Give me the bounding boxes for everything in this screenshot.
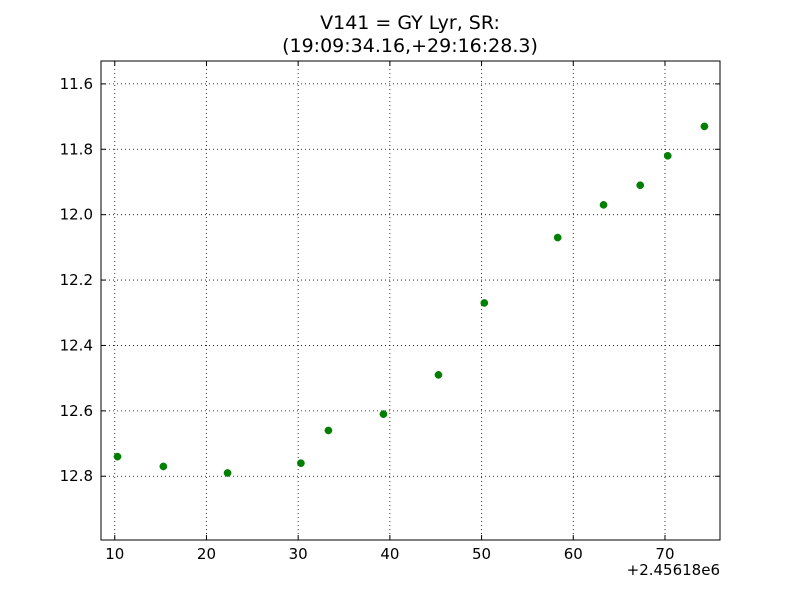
- data-point: [113, 452, 122, 461]
- data-point: [159, 462, 168, 471]
- y-tick-label: 12.0: [60, 206, 93, 224]
- y-tick-label: 11.8: [60, 140, 93, 158]
- data-point: [297, 459, 305, 468]
- data-point: [599, 201, 608, 209]
- x-tick-label: 50: [472, 545, 491, 563]
- x-tick-label: 60: [564, 545, 583, 563]
- x-tick-label: 20: [197, 545, 216, 563]
- x-tick-label: 70: [655, 545, 674, 563]
- y-tick-label: 12.6: [60, 402, 93, 420]
- data-point: [434, 371, 443, 379]
- chart-subtitle: (19:09:34.16,+29:16:28.3): [282, 35, 538, 57]
- data-point: [700, 122, 709, 131]
- data-point: [553, 233, 562, 242]
- tick-labels: 10 20 30 40 50 60 70 11.6 11.8 12.0 12.2 12.4 12.6 12…: [60, 75, 675, 563]
- data-points: [113, 122, 709, 477]
- data-point: [223, 469, 232, 477]
- data-point: [324, 426, 333, 435]
- data-point: [379, 410, 388, 418]
- chart-title: V141 = GY Lyr, SR:: [320, 12, 500, 34]
- data-point: [636, 181, 645, 190]
- x-axis-offset-label: +2.45618e6: [627, 561, 720, 579]
- data-point: [480, 299, 489, 307]
- x-tick-label: 10: [105, 545, 124, 563]
- data-point: [663, 151, 672, 160]
- y-tick-label: 12.2: [60, 271, 93, 289]
- x-tick-label: 40: [380, 545, 399, 563]
- y-tick-label: 11.6: [60, 75, 93, 93]
- x-tick-label: 30: [289, 545, 308, 563]
- y-tick-label: 12.4: [60, 336, 93, 354]
- y-tick-label: 12.8: [60, 467, 93, 485]
- plot-frame: [100, 60, 721, 541]
- axis-ticks: [101, 61, 720, 540]
